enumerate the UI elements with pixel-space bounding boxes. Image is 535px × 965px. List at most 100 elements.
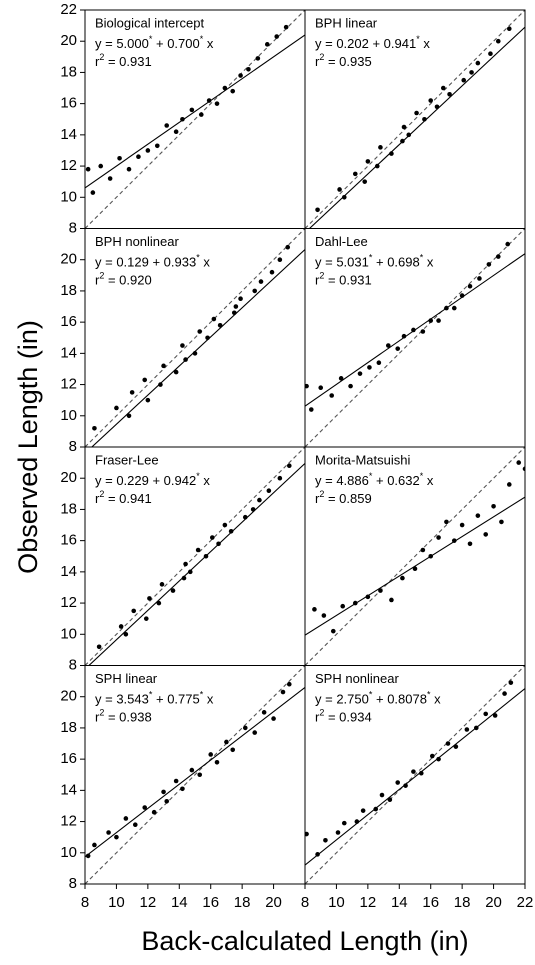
- point: [488, 51, 493, 56]
- point: [238, 296, 243, 302]
- point: [198, 112, 204, 117]
- point: [321, 613, 327, 618]
- reference-line: [85, 665, 305, 884]
- point: [209, 535, 215, 540]
- point: [197, 772, 203, 778]
- y-tick-label: 14: [60, 126, 77, 143]
- point: [285, 244, 291, 250]
- text-segment: x: [200, 255, 211, 270]
- y-tick-label: 16: [60, 95, 77, 112]
- point: [340, 603, 346, 609]
- x-tick-label: 16: [202, 894, 219, 911]
- point: [428, 553, 434, 559]
- text-segment: r: [315, 273, 320, 288]
- y-tick-label: 18: [60, 63, 77, 80]
- point: [271, 716, 276, 721]
- fit-line: [85, 687, 305, 858]
- point: [374, 163, 380, 169]
- panel-title: SPH linear: [95, 671, 158, 686]
- panel-title: BPH nonlinear: [95, 234, 179, 249]
- point: [467, 283, 473, 289]
- x-tick-label: 8: [81, 894, 89, 911]
- point: [444, 519, 449, 525]
- y-tick-label: 12: [60, 376, 77, 393]
- point: [491, 504, 496, 509]
- point: [164, 123, 170, 128]
- point: [406, 132, 412, 138]
- text-segment: = 0.934: [324, 710, 371, 725]
- point: [352, 600, 358, 606]
- point: [147, 596, 152, 601]
- point: [341, 820, 347, 826]
- point: [222, 522, 228, 528]
- point: [411, 769, 416, 774]
- reference-line: [85, 10, 305, 229]
- point: [246, 67, 251, 72]
- point: [505, 241, 511, 247]
- point: [252, 288, 258, 294]
- point: [143, 616, 149, 621]
- fit-line: [85, 34, 305, 189]
- point: [459, 293, 465, 298]
- point: [123, 631, 129, 637]
- text-segment: = 0.920: [104, 273, 151, 288]
- point: [440, 85, 446, 91]
- superscript: *: [369, 471, 373, 481]
- text-segment: = 0.931: [104, 54, 151, 69]
- point: [230, 88, 236, 94]
- point: [400, 138, 405, 144]
- point: [96, 644, 102, 650]
- point: [428, 318, 434, 323]
- point: [222, 85, 228, 91]
- point: [335, 830, 341, 835]
- point: [192, 351, 198, 356]
- r-squared: r2 = 0.859: [315, 489, 372, 506]
- text-segment: = 0.935: [324, 54, 371, 69]
- point: [92, 842, 97, 848]
- point: [418, 770, 424, 776]
- x-tick-label: 18: [454, 894, 471, 911]
- point: [379, 792, 385, 798]
- superscript: *: [196, 253, 200, 263]
- reference-line: [305, 447, 525, 666]
- point: [158, 382, 163, 387]
- text-segment: x: [423, 473, 434, 488]
- point: [90, 190, 96, 195]
- text-segment: r: [95, 710, 100, 725]
- point: [376, 360, 382, 366]
- point: [348, 383, 353, 389]
- y-tick-label: 8: [69, 438, 77, 455]
- fit-line: [308, 26, 525, 229]
- point: [205, 335, 210, 341]
- point: [228, 528, 234, 534]
- superscript: *: [420, 471, 424, 481]
- r-squared: r2 = 0.931: [95, 52, 152, 69]
- x-tick-label: 12: [360, 894, 377, 911]
- superscript: 2: [319, 708, 324, 718]
- point: [436, 535, 441, 540]
- panel-title: SPH nonlinear: [315, 671, 399, 686]
- point: [233, 304, 239, 309]
- equation: y = 5.000* + 0.700* x: [95, 34, 214, 51]
- point: [170, 588, 176, 593]
- superscript: *: [149, 34, 153, 44]
- y-tick-label: 20: [60, 32, 77, 49]
- point: [461, 77, 467, 83]
- point: [483, 711, 489, 717]
- point: [337, 187, 342, 192]
- point: [142, 377, 148, 383]
- point: [187, 569, 193, 575]
- panel: [85, 665, 305, 884]
- y-tick-label: 14: [60, 563, 77, 580]
- point: [475, 60, 481, 66]
- text-segment: y = 5.031: [315, 255, 369, 270]
- point: [360, 808, 366, 813]
- point: [428, 98, 434, 103]
- point: [214, 759, 220, 765]
- point: [414, 110, 419, 116]
- equation: y = 5.031* + 0.698* x: [315, 253, 434, 270]
- point: [420, 329, 426, 334]
- point: [123, 816, 129, 821]
- point: [436, 318, 441, 323]
